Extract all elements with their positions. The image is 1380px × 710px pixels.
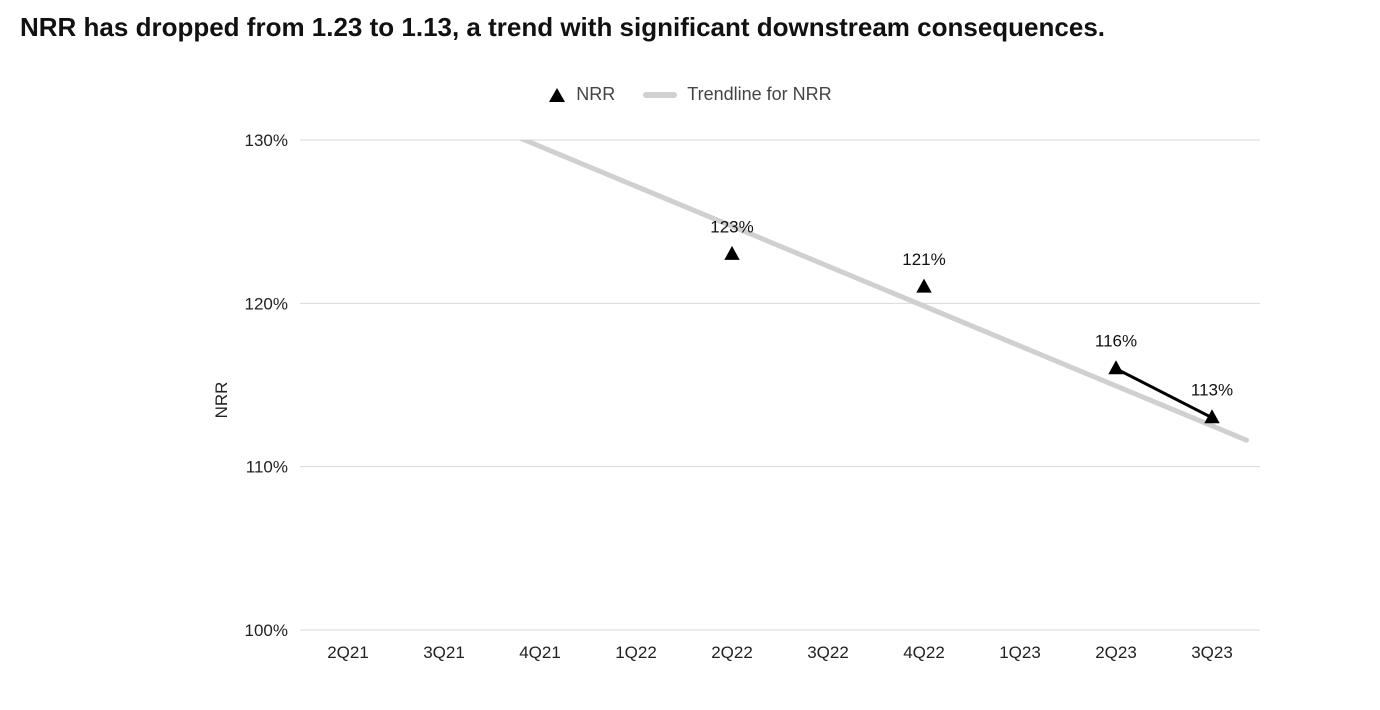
data-marker: [916, 279, 931, 293]
y-tick-label: 120%: [245, 294, 288, 313]
x-tick-label: 3Q21: [423, 643, 465, 662]
legend-trend-label: Trendline for NRR: [687, 84, 831, 105]
data-label: 121%: [902, 250, 945, 269]
x-tick-label: 3Q23: [1191, 643, 1233, 662]
y-tick-label: 110%: [246, 458, 288, 477]
x-tick-label: 4Q21: [519, 643, 561, 662]
data-label: 123%: [710, 217, 753, 236]
triangle-up-icon: [548, 87, 566, 103]
trendline: [313, 120, 1246, 440]
trend-swatch-icon: [643, 92, 677, 98]
x-tick-label: 4Q22: [903, 643, 945, 662]
x-tick-label: 2Q23: [1095, 643, 1137, 662]
x-tick-label: 3Q22: [807, 643, 849, 662]
legend-series: NRR: [548, 84, 615, 105]
x-tick-label: 2Q22: [711, 643, 753, 662]
chart-legend: NRR Trendline for NRR: [0, 84, 1380, 108]
legend-trend: Trendline for NRR: [643, 84, 831, 105]
y-tick-label: 100%: [245, 621, 288, 640]
data-label: 116%: [1095, 332, 1137, 351]
y-axis-label: NRR: [210, 120, 234, 680]
x-tick-label: 1Q23: [999, 643, 1041, 662]
x-tick-label: 1Q22: [615, 643, 657, 662]
data-marker: [1108, 360, 1123, 374]
x-tick-label: 2Q21: [327, 643, 369, 662]
legend-series-label: NRR: [576, 84, 615, 105]
y-tick-label: 130%: [245, 131, 288, 150]
chart-title: NRR has dropped from 1.23 to 1.13, a tre…: [20, 12, 1105, 43]
data-label: 113%: [1191, 381, 1233, 400]
chart-plot: 100% 110% 120% 130% 2Q21 3Q21 4Q21 1Q22 2Q22 3Q22…: [210, 120, 1290, 680]
data-marker: [724, 246, 739, 260]
